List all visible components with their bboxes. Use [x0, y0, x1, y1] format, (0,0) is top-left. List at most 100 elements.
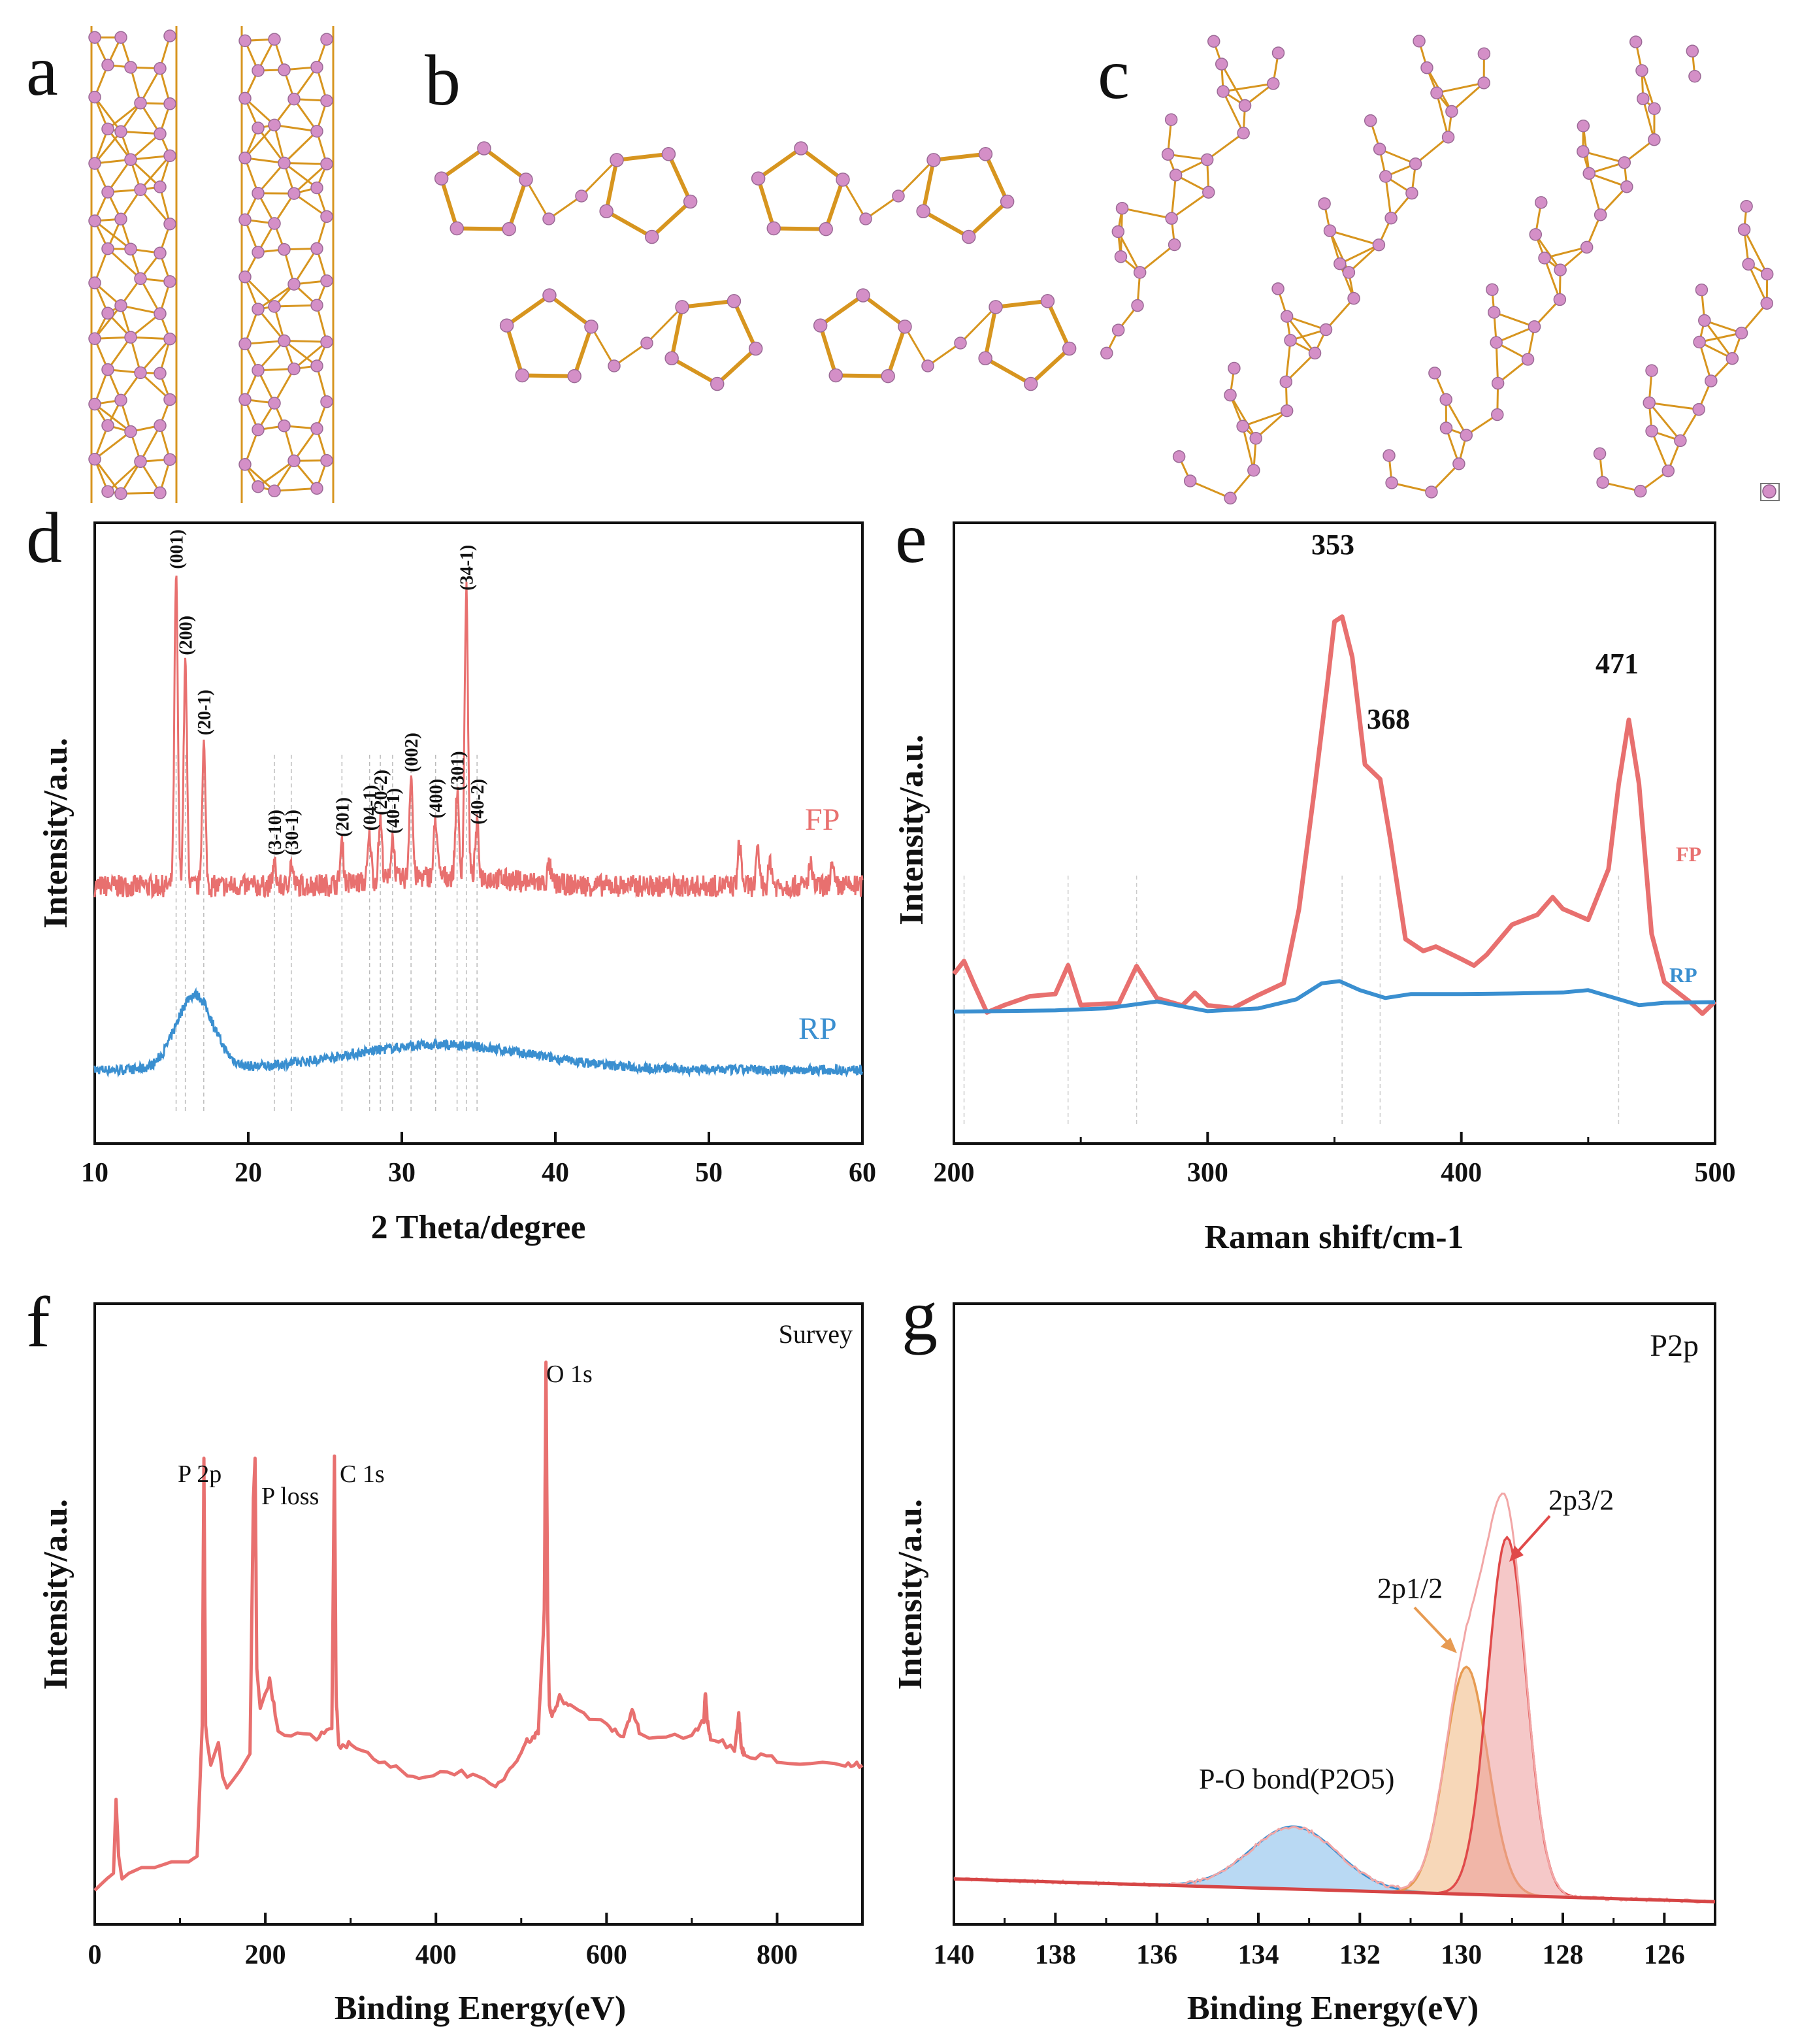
phosphorus-atom	[163, 393, 176, 406]
component-fill-2	[954, 1537, 1713, 1902]
raman-x-axis-title: Raman shift/cm-1	[1204, 1219, 1464, 1256]
phosphorus-atom	[163, 149, 176, 163]
phosphorus-atom	[278, 63, 291, 76]
phosphorus-atom	[856, 288, 870, 303]
phosphorus-atom	[434, 171, 449, 186]
p-p-bond	[1650, 431, 1669, 472]
p-p-bond	[983, 306, 998, 359]
p-p-bond	[1286, 315, 1326, 331]
phosphorus-atom	[819, 222, 833, 237]
p-p-bond	[130, 154, 171, 161]
p-p-bond	[139, 372, 171, 401]
x-tick-label: 800	[757, 1940, 798, 1970]
x-tick-label: 136	[1136, 1940, 1177, 1970]
xrd-peak-label: (201)	[333, 797, 353, 837]
p-p-bond	[106, 159, 132, 193]
phosphorus-atom	[287, 454, 301, 467]
phosphorus-atom	[88, 90, 101, 104]
p-p-bond	[1229, 394, 1257, 439]
phosphorus-atom	[101, 363, 114, 376]
xps-survey-legend: Survey	[779, 1319, 853, 1349]
xrd-peak-label: (30-1)	[282, 810, 303, 855]
phosphorus-atom	[1040, 294, 1055, 308]
panel-letter-f: f	[26, 1282, 50, 1362]
phosphorus-atom	[124, 61, 137, 74]
p-p-bond	[1171, 191, 1209, 220]
phosphorus-atom	[114, 487, 127, 501]
phosphorus-atom	[502, 222, 516, 237]
p-p-bond	[886, 325, 907, 377]
phosphorus-atom	[101, 58, 114, 72]
p-p-bond	[670, 306, 684, 359]
phosphorus-atom	[1279, 375, 1293, 389]
phosphorus-atom	[252, 363, 265, 377]
phosphorus-atom	[1737, 223, 1751, 237]
phosphorus-atom	[134, 455, 147, 469]
p-p-bond	[1415, 136, 1449, 165]
phosphorus-atom	[154, 486, 167, 499]
p-p-bond	[483, 146, 527, 182]
phosphorus-atom	[661, 147, 676, 161]
phosphorus-atom	[1735, 326, 1748, 340]
phosphorus-atom	[1168, 238, 1181, 252]
p-p-bond	[865, 195, 899, 220]
phosphorus-atom	[1237, 126, 1250, 140]
phosphorus-atom	[921, 359, 934, 372]
phosphorus-atom	[278, 334, 291, 348]
raman-peak-label: 368	[1367, 703, 1410, 735]
p-p-bond	[1588, 173, 1602, 216]
phosphorus-atom	[287, 362, 301, 376]
phosphorus-atom	[238, 458, 252, 471]
phosphorus-atom	[599, 204, 614, 218]
phosphorus-atom	[154, 61, 167, 75]
phosphorus-atom	[1249, 432, 1262, 445]
phosphorus-atom	[310, 482, 323, 495]
phosphorus-atom	[88, 452, 101, 466]
component-fill-0	[954, 1826, 1713, 1902]
phosphorus-atom	[1490, 336, 1503, 349]
xps-p2p-raw-envelope	[953, 1492, 1713, 1904]
phosphorus-atom	[101, 419, 114, 432]
phosphorus-atom	[320, 157, 333, 171]
phosphorus-atom	[320, 395, 333, 408]
x-tick-label: 30	[388, 1158, 416, 1188]
phosphorus-atom	[978, 351, 992, 365]
phosphorus-atom	[1228, 361, 1241, 375]
phosphorus-atom	[1705, 374, 1718, 387]
phosphorus-atom	[1648, 133, 1661, 146]
xrd-peak-label: (20-2)	[371, 770, 391, 816]
phosphorus-atom	[542, 212, 555, 225]
phosphorus-atom	[278, 156, 291, 170]
phosphorus-atom	[1688, 70, 1701, 83]
phosphorus-atom	[1169, 169, 1183, 182]
phosphorus-atom	[1383, 449, 1396, 462]
panel-letter-b: b	[425, 41, 461, 120]
p-p-bond	[1029, 347, 1071, 386]
phosphorus-atom	[268, 397, 281, 410]
phosphorus-atom	[881, 369, 895, 384]
xrd-peak-label: (3-10)	[265, 810, 286, 855]
p-p-bond	[1642, 98, 1656, 140]
phosphorus-atom	[114, 31, 127, 44]
phosphorus-atom	[610, 153, 624, 167]
phosphorus-atom	[751, 171, 766, 186]
p-p-bond	[1641, 70, 1656, 109]
phosphorus-atom	[320, 210, 333, 223]
phosphorus-atom	[268, 300, 281, 313]
phosphorus-atom	[1477, 76, 1490, 90]
phosphorus-atom	[1637, 92, 1650, 105]
p-p-bond	[604, 159, 619, 212]
p-p-bond	[93, 96, 122, 133]
phosphorus-atom	[124, 242, 137, 256]
xrd-plot-frame	[93, 521, 864, 1145]
p-p-bond	[646, 306, 683, 344]
phosphorus-atom	[134, 366, 147, 380]
xrd-peak-label: (200)	[176, 616, 197, 655]
phosphorus-atom	[88, 214, 101, 227]
phosphorus-atom	[1596, 476, 1609, 489]
phosphorus-atom	[519, 173, 533, 187]
p-p-bond	[580, 159, 618, 197]
p-p-bond	[1649, 401, 1699, 411]
xps-survey-peak-label: C 1s	[340, 1460, 385, 1488]
phosphorus-atom	[1692, 403, 1705, 416]
